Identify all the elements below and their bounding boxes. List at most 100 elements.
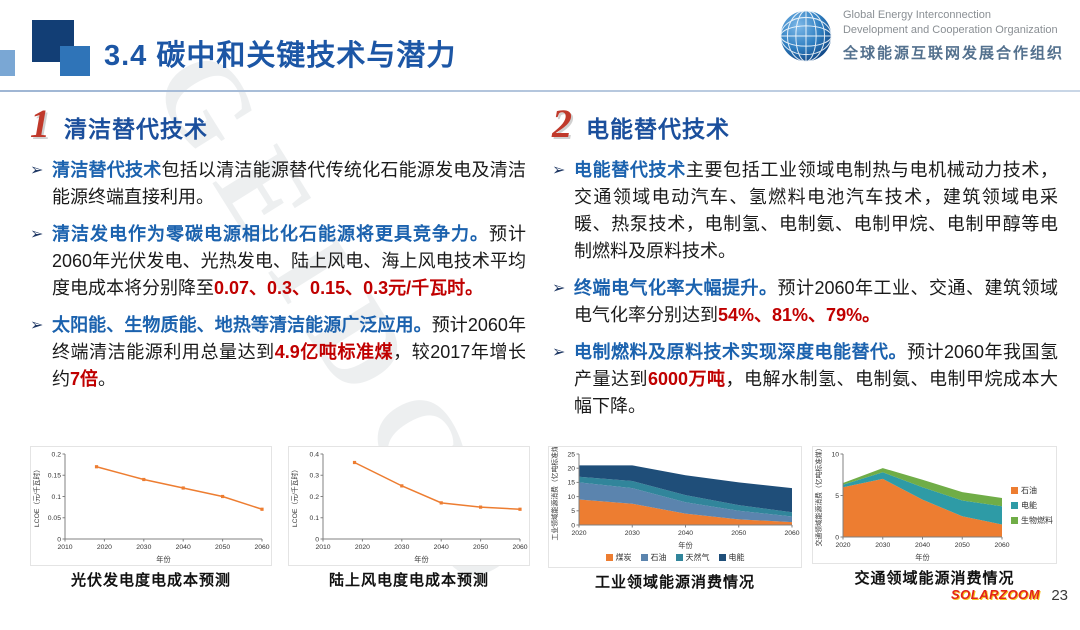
section-electricity-substitution: 2 电能替代技术 ➢ 电能替代技术主要包括工业领域电制热与电机械动力技术，交通领域… — [552, 100, 1058, 430]
svg-text:15: 15 — [567, 480, 575, 487]
legend-item: 煤炭 — [605, 552, 632, 563]
svg-text:2020: 2020 — [835, 542, 850, 549]
svg-text:0.4: 0.4 — [310, 451, 320, 458]
pv-lcoe-plot: 0 0.05 0.1 0.15 0.2 2010 2020 2030 2040 2050 2060 L… — [30, 446, 272, 566]
legend-item: 生物燃料 — [1011, 515, 1053, 526]
header-blue-square — [60, 46, 90, 76]
svg-text:2060: 2060 — [254, 544, 269, 551]
section-head: 2 电能替代技术 — [552, 100, 1058, 147]
svg-text:交通领域能源消费（亿吨标准煤）: 交通领域能源消费（亿吨标准煤） — [814, 447, 823, 546]
bullet-item: ➢ 电能替代技术主要包括工业领域电制热与电机械动力技术，交通领域电动汽车、氢燃料电… — [552, 157, 1058, 265]
svg-text:LCOE（元/千瓦时）: LCOE（元/千瓦时） — [290, 466, 299, 527]
bullet-text: 清洁替代技术包括以清洁能源替代传统化石能源发电及清洁能源终端直接利用。 — [52, 160, 527, 207]
bullet-list: ➢ 电能替代技术主要包括工业领域电制热与电机械动力技术，交通领域电动汽车、氢燃料电… — [552, 157, 1058, 420]
wind-lcoe-plot: 0 0.1 0.2 0.3 0.4 2010 2020 2030 2040 2050 2060 LCO… — [288, 446, 530, 566]
industry-energy-plot: 0 5 10 15 20 25 2020 2030 2040 2050 2060 工业领域能源消费（亿… — [548, 446, 802, 568]
chart-caption: 交通领域能源消费情况 — [854, 570, 1015, 587]
svg-text:2050: 2050 — [473, 544, 488, 551]
right-charts-row: 0 5 10 15 20 25 2020 2030 2040 2050 2060 工业领域能源消费（亿… — [548, 446, 1057, 592]
chart-caption: 光伏发电度电成本预测 — [70, 572, 231, 589]
svg-text:0: 0 — [57, 536, 61, 543]
bullet-text: 清洁发电作为零碳电源相比化石能源将更具竞争力。预计2060年光伏发电、光热发电、… — [52, 224, 526, 298]
svg-text:0.1: 0.1 — [310, 515, 320, 522]
svg-text:0.2: 0.2 — [52, 451, 62, 458]
svg-text:0.1: 0.1 — [52, 494, 62, 501]
bullet-arrow-icon: ➢ — [552, 280, 566, 297]
chart-industry-energy: 0 5 10 15 20 25 2020 2030 2040 2050 2060 工业领域能源消费（亿… — [548, 446, 802, 592]
section-number: 2 — [552, 101, 572, 146]
svg-text:2020: 2020 — [571, 530, 586, 537]
svg-text:2040: 2040 — [434, 544, 449, 551]
svg-text:20: 20 — [567, 466, 575, 473]
legend-swatch — [1011, 501, 1018, 509]
svg-text:工业领域能源消费（亿吨标准煤）: 工业领域能源消费（亿吨标准煤） — [550, 447, 559, 540]
solarzoom-watermark: SOLARZOOM — [951, 587, 1040, 602]
svg-text:5: 5 — [835, 493, 839, 500]
chart-legend: 石油 电能 生物燃料 — [1011, 485, 1053, 526]
svg-text:年份: 年份 — [156, 555, 170, 564]
page-number: 23 — [1051, 587, 1068, 604]
header-accent-bar — [0, 50, 15, 76]
section-title: 清洁替代技术 — [64, 116, 208, 142]
section-number: 1 — [30, 101, 50, 146]
legend-swatch — [1011, 516, 1018, 524]
svg-text:2050: 2050 — [955, 542, 970, 549]
svg-text:2060: 2060 — [512, 544, 527, 551]
legend-item: 石油 — [1011, 485, 1053, 496]
svg-text:2010: 2010 — [315, 544, 330, 551]
svg-text:2040: 2040 — [678, 530, 693, 537]
svg-text:25: 25 — [567, 451, 575, 458]
legend-swatch — [640, 554, 648, 561]
bullet-arrow-icon: ➢ — [552, 162, 566, 179]
chart-caption: 陆上风电度电成本预测 — [328, 572, 489, 589]
bullet-arrow-icon: ➢ — [30, 317, 44, 334]
svg-text:2030: 2030 — [394, 544, 409, 551]
transport-energy-plot: 0 5 10 2020 2030 2040 2050 2060 交通领域能源消费（亿吨标准煤） 年… — [812, 446, 1057, 564]
section-title: 电能替代技术 — [586, 116, 730, 142]
svg-text:0: 0 — [835, 534, 839, 541]
chart-transport-energy: 0 5 10 2020 2030 2040 2050 2060 交通领域能源消费（亿吨标准煤） 年… — [812, 446, 1057, 592]
legend-item: 天然气 — [675, 552, 710, 563]
bullet-arrow-icon: ➢ — [552, 344, 566, 361]
svg-text:0.15: 0.15 — [48, 473, 61, 480]
bullet-item: ➢ 清洁替代技术包括以清洁能源替代传统化石能源发电及清洁能源终端直接利用。 — [30, 157, 526, 211]
svg-text:2010: 2010 — [57, 544, 72, 551]
chart-pv-lcoe: 0 0.05 0.1 0.15 0.2 2010 2020 2030 2040 2050 2060 L… — [30, 446, 272, 590]
bullet-item: ➢ 终端电气化率大幅提升。预计2060年工业、交通、建筑领域电气化率分别达到54%… — [552, 275, 1058, 329]
bullet-item: ➢ 太阳能、生物质能、地热等清洁能源广泛应用。预计2060年终端清洁能源利用总量达… — [30, 312, 526, 393]
org-name-block: Global Energy Interconnection Developmen… — [843, 8, 1064, 63]
svg-text:2040: 2040 — [915, 542, 930, 549]
svg-text:2030: 2030 — [875, 542, 890, 549]
header-divider — [0, 90, 1080, 92]
svg-text:2050: 2050 — [215, 544, 230, 551]
chart-legend: 煤炭 石油 天然气 电能 — [605, 551, 745, 565]
svg-text:10: 10 — [831, 451, 839, 458]
bullet-text: 电制燃料及原料技术实现深度电能替代。预计2060年我国氢产量达到6000万吨，电… — [574, 342, 1059, 416]
legend-item: 电能 — [718, 552, 745, 563]
svg-text:2060: 2060 — [784, 530, 799, 537]
left-charts-row: 0 0.05 0.1 0.15 0.2 2010 2020 2030 2040 2050 2060 L… — [30, 446, 530, 590]
svg-text:LCOE（元/千瓦时）: LCOE（元/千瓦时） — [32, 466, 41, 527]
svg-text:2020: 2020 — [97, 544, 112, 551]
svg-text:2030: 2030 — [136, 544, 151, 551]
bullet-text: 终端电气化率大幅提升。预计2060年工业、交通、建筑领域电气化率分别达到54%、… — [574, 278, 1059, 325]
org-name-en-line2: Development and Cooperation Organization — [842, 24, 1058, 36]
legend-swatch — [1011, 486, 1018, 494]
chart-caption: 工业领域能源消费情况 — [594, 574, 755, 591]
svg-text:2060: 2060 — [994, 542, 1009, 549]
bullet-item: ➢ 清洁发电作为零碳电源相比化石能源将更具竞争力。预计2060年光伏发电、光热发电… — [30, 221, 526, 302]
svg-text:年份: 年份 — [678, 541, 692, 550]
legend-swatch — [718, 554, 726, 561]
svg-text:年份: 年份 — [414, 555, 428, 564]
legend-item: 石油 — [640, 552, 667, 563]
bullet-text: 太阳能、生物质能、地热等清洁能源广泛应用。预计2060年终端清洁能源利用总量达到… — [52, 315, 527, 389]
chart-onshore-wind-lcoe: 0 0.1 0.2 0.3 0.4 2010 2020 2030 2040 2050 2060 LCO… — [288, 446, 530, 590]
section-head: 1 清洁替代技术 — [30, 100, 526, 147]
page-title: 3.4 碳中和关键技术与潜力 — [104, 40, 457, 72]
svg-text:年份: 年份 — [915, 553, 929, 562]
svg-text:2050: 2050 — [731, 530, 746, 537]
svg-text:0.3: 0.3 — [310, 473, 320, 480]
svg-text:10: 10 — [567, 494, 575, 501]
org-name-cn: 全球能源互联网发展合作组织 — [842, 45, 1064, 62]
legend-item: 电能 — [1011, 500, 1053, 511]
